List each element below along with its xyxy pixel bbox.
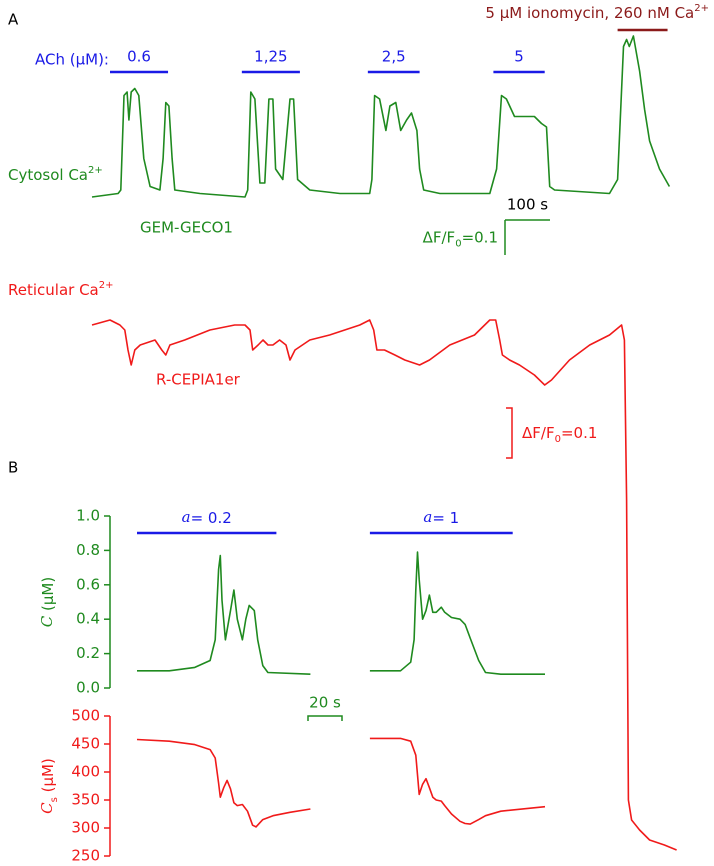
text-part: 2+ — [88, 165, 103, 176]
y-tick-label: 350 — [71, 791, 100, 809]
stimulus-title: ACh (μM): — [35, 51, 109, 69]
y-tick-label: 0.0 — [76, 679, 100, 697]
text-part: ΔF/F — [522, 424, 555, 442]
text-part: =0.1 — [561, 424, 597, 442]
text-part: C — [38, 802, 56, 814]
y-tick-label: 0.4 — [76, 610, 100, 628]
text-part: C — [38, 615, 56, 627]
y-tick-label: 0.2 — [76, 644, 100, 662]
amplitude-scale-bar — [506, 407, 513, 459]
time-scale-bar — [307, 715, 343, 721]
y-axis-label: Cs (μM) — [38, 758, 60, 814]
sensor-label: R-CEPIA1er — [156, 371, 241, 389]
trace-label: Cytosol Ca2+ — [8, 165, 103, 184]
trace — [91, 319, 677, 851]
stimulus-label: a= 0.2 — [182, 508, 232, 527]
stimulus-label: 5 — [514, 48, 524, 66]
sensor-label: GEM-GECO1 — [140, 219, 233, 237]
time-scale-label: 100 s — [507, 196, 548, 214]
text-part: a — [182, 508, 191, 526]
panel-letter: A — [8, 11, 19, 29]
stimulus-label: 0.6 — [127, 48, 151, 66]
text-part: Reticular Ca — [8, 281, 99, 299]
text-part: 5 μM ionomycin, 260 nM Ca — [485, 4, 694, 22]
text-part: 0 — [455, 238, 461, 249]
text-part: Cytosol Ca — [8, 166, 88, 184]
trace-label: Reticular Ca2+ — [8, 280, 114, 299]
text-part: (μM) — [39, 577, 57, 616]
y-tick-label: 250 — [71, 847, 100, 865]
trace — [137, 554, 311, 675]
y-tick-label: 0.6 — [76, 575, 100, 593]
trace — [136, 738, 311, 828]
y-tick-label: 400 — [71, 763, 100, 781]
text-part: ΔF/F — [423, 228, 456, 246]
treatment-label: 5 μM ionomycin, 260 nM Ca2+ — [485, 3, 709, 22]
text-part: (μM) — [39, 758, 57, 797]
trace — [369, 737, 546, 825]
text-part: = 1 — [432, 509, 459, 527]
text-part: = 0.2 — [191, 509, 232, 527]
amplitude-scale-label: ΔF/F0=0.1 — [423, 228, 498, 249]
stimulus-label: 1,25 — [254, 48, 287, 66]
y-tick-label: 500 — [71, 707, 100, 725]
trace — [91, 35, 671, 198]
trace — [369, 551, 545, 675]
text-part: =0.1 — [462, 228, 498, 246]
text-part: a — [423, 508, 432, 526]
text-part: 2+ — [99, 280, 114, 291]
stimulus-label: 2,5 — [382, 48, 406, 66]
y-axis-label: C (μM) — [38, 577, 57, 627]
y-tick-label: 300 — [71, 819, 100, 837]
time-scale-label: 20 s — [309, 694, 341, 712]
text-part: 2+ — [694, 3, 709, 14]
stimulus-label: a= 1 — [423, 508, 459, 527]
panel-letter: B — [8, 459, 18, 477]
y-tick-label: 1.0 — [76, 507, 100, 525]
y-tick-label: 450 — [71, 735, 100, 753]
y-tick-label: 0.8 — [76, 541, 100, 559]
amplitude-scale-label: ΔF/F0=0.1 — [522, 424, 597, 445]
text-part: 0 — [555, 434, 561, 445]
text-part: s — [49, 797, 60, 802]
